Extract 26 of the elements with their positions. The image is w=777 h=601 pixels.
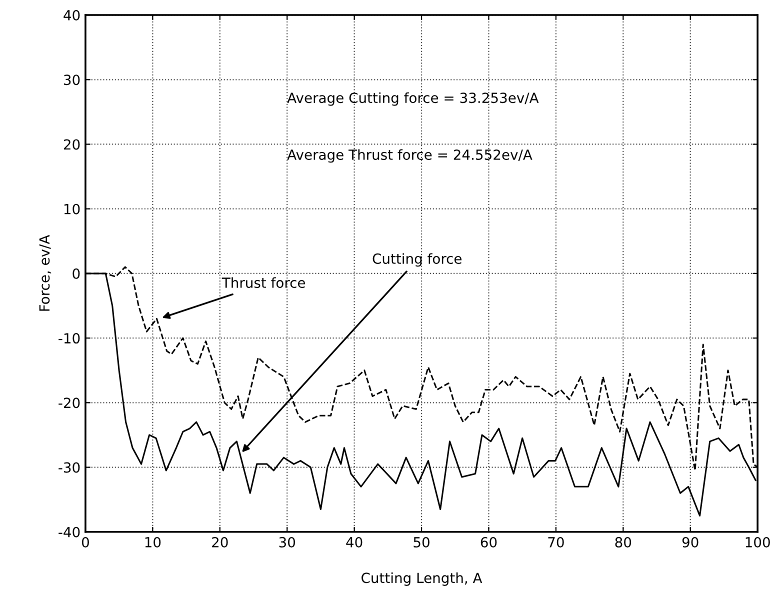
x-tick-label: 30 [279,536,296,548]
y-axis-title: Force, ev/A [39,234,52,311]
annotation: Thrust force [222,277,306,288]
x-tick-label: 0 [82,536,89,548]
annotation: Average Thrust force = 24.552ev/A [287,149,532,163]
x-tick-label: 80 [615,536,632,548]
y-tick-label: -30 [58,462,80,473]
y-tick-label: -40 [58,526,80,538]
x-tick-label: 20 [212,536,228,548]
y-tick-label: 10 [64,204,80,214]
y-tick-label: 20 [64,139,80,150]
annotation: Cutting force [372,253,462,267]
x-axis-title: Cutting Length, A [362,572,482,586]
y-tick-label: 0 [72,268,80,279]
x-tick-label: 40 [346,536,362,548]
x-tick-label: 90 [682,536,698,548]
x-tick-label: 60 [480,536,497,548]
annotation: Average Cutting force = 33.253ev/A [287,92,539,106]
x-tick-label: 70 [548,536,564,548]
x-tick-label: 100 [746,536,770,548]
y-tick-label: -20 [58,398,80,408]
y-tick-label: -10 [58,333,80,344]
x-tick-label: 10 [145,536,161,548]
y-tick-label: 30 [64,74,80,86]
y-tick-label: 40 [64,10,80,20]
x-tick-label: 50 [414,536,430,548]
